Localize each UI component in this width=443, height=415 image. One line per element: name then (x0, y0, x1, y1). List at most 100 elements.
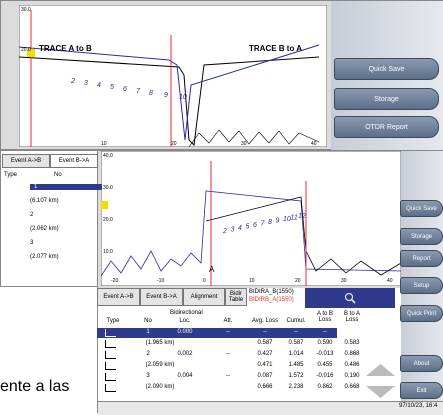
row-cell: 0.668 (344, 384, 360, 390)
x-tick-label: 40 (387, 278, 393, 284)
row-cell: -- (226, 373, 230, 379)
background-text: ente a las (0, 378, 70, 395)
row-cell: 0.590 (317, 340, 333, 346)
button[interactable]: Quick Save (400, 200, 443, 217)
event-number: 10 (179, 94, 187, 101)
y-tick-label: 20.0 (21, 47, 31, 53)
row-cell: 0.427 (257, 351, 273, 357)
row-cell: (1.965 km) (145, 340, 175, 346)
event-number: 5 (110, 84, 114, 91)
x-tick-label: 30 (241, 141, 247, 147)
type-icon (105, 362, 116, 370)
row-cell: 0.486 (344, 362, 360, 368)
button[interactable]: Quick Print (400, 305, 443, 322)
column-header: Avg. Loss (251, 318, 279, 324)
button[interactable]: Storage (400, 228, 443, 245)
event-number: 2 (70, 78, 75, 85)
column-header: B to A Loss (343, 311, 360, 323)
file-name: BIDIRA_B(1550) (249, 289, 294, 295)
row-cell: 0.455 (317, 362, 333, 368)
event-number: 10 (283, 216, 291, 223)
row-cell: -- (263, 329, 267, 335)
status-text: 97/10/23, 16:4 (399, 403, 438, 409)
row-cell: -- (294, 329, 298, 335)
y-tick-label: 20.0 (103, 217, 113, 223)
row-cell: 1.485 (288, 362, 304, 368)
trace-label: TRACE A to B (39, 44, 92, 53)
search-button[interactable] (305, 288, 395, 308)
column-header: Cumul. (286, 318, 306, 324)
row-cell: -- (226, 351, 230, 357)
column-header: No (144, 318, 152, 324)
row-cell: 0.471 (257, 362, 273, 368)
trace-graph: TRACE A to B TRACE B to A 2 3 4 5 6 7 8 9 10 10 20 30… (19, 5, 327, 147)
button[interactable]: About (400, 355, 443, 372)
event-panel (0, 150, 100, 287)
row-cell: 3 (146, 373, 150, 379)
row-cell: 0.004 (177, 373, 193, 379)
row-cell: 0.190 (344, 373, 360, 379)
event-number: 6 (253, 222, 257, 229)
marker-label: A (209, 265, 215, 274)
tab[interactable]: Alignment (183, 288, 225, 306)
event-number: 7 (261, 221, 266, 228)
row-cell: (2.059 km) (145, 362, 175, 368)
row-cell: -- (350, 329, 354, 335)
row-cell: -0.016 (316, 373, 334, 379)
column-header: Att. (223, 318, 233, 324)
event-number: 8 (149, 90, 153, 97)
row-cell: 3 (30, 240, 34, 246)
y-tick-label: 10.0 (103, 249, 113, 255)
event-number: 8 (268, 219, 272, 226)
row-cell: 0.587 (257, 340, 273, 346)
x-tick-label: 20 (171, 141, 177, 147)
row-cell: 0.087 (257, 373, 273, 379)
row-cell: -0.013 (316, 351, 334, 357)
type-icon (105, 329, 116, 337)
row-cell: 0.000 (177, 329, 193, 335)
event-number: 12 (298, 213, 306, 220)
type-icon (105, 340, 116, 348)
y-tick-label: 40.0 (103, 153, 113, 159)
scroll-arrows[interactable] (363, 361, 398, 401)
y-tick-label: 30.0 (103, 185, 113, 191)
row-cell: 1.572 (288, 373, 304, 379)
tab[interactable]: Bidir Table (225, 288, 247, 306)
button[interactable]: OTDR Report (334, 116, 439, 138)
x-tick-label: -20 (111, 278, 118, 284)
row-cell: 1.014 (288, 351, 304, 357)
column-header: Loc. (179, 318, 191, 324)
y-tick-label: 30.0 (21, 7, 31, 13)
x-tick-label: 20 (295, 278, 301, 284)
x-tick-label: 30 (341, 278, 347, 284)
event-number: 4 (97, 82, 101, 89)
x-tick-label: 40 (311, 141, 317, 147)
event-number: 7 (136, 88, 141, 95)
tab[interactable]: Event B->A (50, 154, 98, 168)
row-cell: 0.583 (344, 340, 360, 346)
event-number: 11 (291, 215, 298, 222)
front-window: -20 -10 0 10 20 30 40 40.0 30.0 20.0 10.0 2 3 4 5 6 7 8 9 1… (97, 150, 443, 415)
event-number: 3 (231, 227, 235, 234)
row-cell: 0.862 (317, 384, 333, 390)
row-cell: 0.868 (344, 351, 360, 357)
row-cell: 0.587 (288, 340, 304, 346)
button[interactable]: Report (400, 250, 443, 267)
tab[interactable]: Event B->A (140, 288, 183, 306)
row-cell: 0.002 (177, 351, 193, 357)
button[interactable]: Quick Save (334, 58, 439, 80)
event-number: 9 (276, 218, 280, 225)
button[interactable]: Storage (334, 88, 439, 110)
button[interactable]: Exit (400, 382, 443, 399)
search-icon (345, 293, 356, 304)
row-cell: 1 (30, 184, 102, 190)
type-icon (105, 373, 116, 381)
file-name: BIDIRB_A(1550) (249, 297, 294, 303)
button[interactable]: Setup (400, 277, 443, 294)
tab[interactable]: Event A->B (97, 288, 140, 306)
tab[interactable]: Event A->B (2, 154, 50, 168)
column-header: A to B Loss (316, 311, 333, 323)
row-cell: 1 (146, 329, 150, 335)
row-cell: (2.062 km) (30, 226, 59, 232)
